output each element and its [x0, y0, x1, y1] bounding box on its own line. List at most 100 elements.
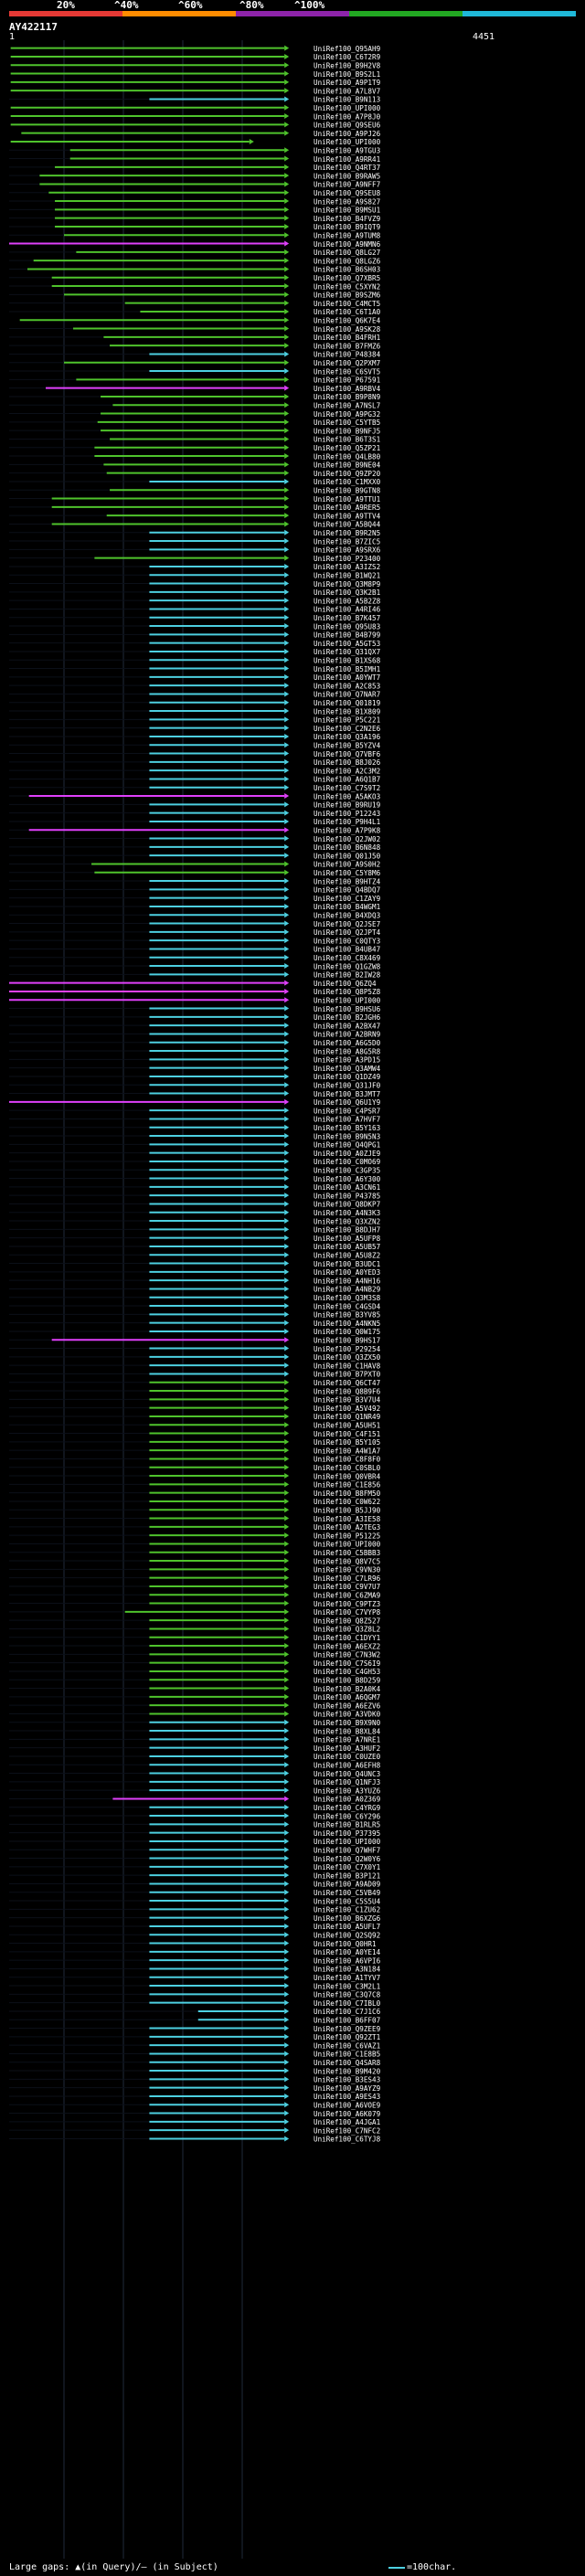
hit-row[interactable]: UniRef100_A4JGA1: [9, 2118, 381, 2126]
hit-id-label[interactable]: UniRef100_A6Q1B7: [314, 776, 380, 784]
hit-id-label[interactable]: UniRef100_B4B799: [314, 631, 381, 640]
hit-id-label[interactable]: UniRef100_A4JGA1: [314, 2118, 381, 2126]
hit-id-label[interactable]: UniRef100_A1TYV7: [314, 1974, 380, 1982]
hit-row[interactable]: UniRef100_Q31QX7: [9, 648, 380, 656]
hit-id-label[interactable]: UniRef100_Q3ZX50: [314, 1353, 381, 1362]
hit-row[interactable]: UniRef100_C7VYP8: [9, 1608, 381, 1617]
hit-row[interactable]: UniRef100_Q8Z527: [9, 1617, 380, 1625]
hit-row[interactable]: UniRef100_B9IQT9: [9, 223, 381, 231]
hit-id-label[interactable]: UniRef100_A9RBV4: [314, 385, 381, 393]
hit-row[interactable]: UniRef100_A9AD09: [9, 1881, 381, 1889]
hit-row[interactable]: UniRef100_B7K457: [9, 614, 380, 622]
hit-row[interactable]: UniRef100_C5XYN2: [9, 282, 380, 291]
hit-id-label[interactable]: UniRef100_B7PXT0: [314, 1371, 381, 1379]
hit-row[interactable]: UniRef100_C8X469: [9, 954, 381, 962]
hit-row[interactable]: UniRef100_A5UFP8: [9, 1235, 381, 1243]
hit-row[interactable]: UniRef100_B9RAW5: [9, 172, 380, 180]
hit-id-label[interactable]: UniRef100_Q4QPG1: [314, 1141, 381, 1150]
hit-row[interactable]: UniRef100_C5BBB3: [9, 1549, 380, 1557]
hit-id-label[interactable]: UniRef100_Q2JPT4: [314, 928, 381, 937]
hit-id-label[interactable]: UniRef100_Q2W0Y6: [314, 1855, 381, 1863]
hit-id-label[interactable]: UniRef100_Q4RT37: [314, 164, 380, 172]
hit-id-label[interactable]: UniRef100_B9NE04: [314, 461, 381, 470]
hit-row[interactable]: UniRef100_A3HUF2: [9, 1744, 380, 1753]
hit-id-label[interactable]: UniRef100_P23400: [314, 555, 381, 563]
hit-row[interactable]: UniRef100_A3CN61: [9, 1183, 381, 1192]
hit-row[interactable]: UniRef100_A9NMN6: [9, 240, 381, 249]
hit-row[interactable]: UniRef100_P51225: [9, 1532, 380, 1540]
hit-row[interactable]: UniRef100_C7N3W2: [9, 1651, 380, 1659]
hit-row[interactable]: UniRef100_Q9SEU8: [9, 189, 381, 197]
hit-row[interactable]: UniRef100_A0ZJE9: [9, 1150, 381, 1158]
hit-id-label[interactable]: UniRef100_C0SBL0: [314, 1464, 381, 1472]
hit-id-label[interactable]: UniRef100_C1MXX0: [314, 478, 381, 486]
hit-row[interactable]: UniRef100_Q3A196: [9, 733, 381, 741]
hit-row[interactable]: UniRef100_UPI000: [10, 104, 381, 112]
hit-row[interactable]: UniRef100_A5BQ44: [9, 521, 381, 529]
hit-id-label[interactable]: UniRef100_A9TTV4: [314, 512, 381, 520]
hit-row[interactable]: UniRef100_P43785: [9, 1192, 380, 1200]
hit-row[interactable]: UniRef100_UPI000: [10, 138, 381, 146]
hit-row[interactable]: UniRef100_A3YUZ6: [9, 1786, 381, 1795]
hit-row[interactable]: UniRef100_A8G5R8: [9, 1047, 381, 1055]
hit-row[interactable]: UniRef100_A6EXZ2: [9, 1642, 380, 1650]
hit-id-label[interactable]: UniRef100_C1E8B5: [314, 2051, 380, 2059]
hit-id-label[interactable]: UniRef100_Q3XZN2: [314, 1217, 380, 1225]
hit-id-label[interactable]: UniRef100_A9TTU1: [314, 495, 381, 504]
hit-id-label[interactable]: UniRef100_B9S2L1: [314, 70, 381, 79]
hit-id-label[interactable]: UniRef100_A4N3K3: [314, 1209, 380, 1217]
hit-id-label[interactable]: UniRef100_A6QGM7: [314, 1693, 380, 1701]
hit-row[interactable]: UniRef100_B3JMT7: [9, 1090, 380, 1098]
hit-row[interactable]: UniRef100_A9P1T9: [10, 79, 381, 87]
hit-row[interactable]: UniRef100_Q0HR1: [9, 1940, 377, 1948]
hit-row[interactable]: UniRef100_B8D259: [9, 1676, 381, 1684]
hit-row[interactable]: UniRef100_Q6CT47: [9, 1379, 380, 1387]
hit-row[interactable]: UniRef100_A9AYZ9: [9, 2084, 381, 2093]
hit-id-label[interactable]: UniRef100_A6EXZ2: [314, 1642, 380, 1650]
hit-id-label[interactable]: UniRef100_Q8P5Z8: [314, 988, 381, 996]
hit-id-label[interactable]: UniRef100_C1DYY1: [314, 1634, 381, 1642]
hit-row[interactable]: UniRef100_B8FM50: [9, 1489, 381, 1498]
hit-row[interactable]: UniRef100_UPI000: [9, 996, 381, 1004]
hit-row[interactable]: UniRef100_B9N5N3: [9, 1132, 380, 1140]
hit-row[interactable]: UniRef100_Q3ZX50: [9, 1353, 381, 1362]
hit-row[interactable]: UniRef100_A9SRX6: [9, 546, 381, 555]
hit-id-label[interactable]: UniRef100_Q92ZT1: [314, 2033, 381, 2041]
hit-id-label[interactable]: UniRef100_A7NSL7: [314, 401, 380, 409]
hit-row[interactable]: UniRef100_C1ZAY9: [9, 895, 381, 903]
hit-row[interactable]: UniRef100_Q7XBR5: [9, 274, 380, 282]
hit-row[interactable]: UniRef100_C5YTB5: [9, 419, 380, 427]
hit-id-label[interactable]: UniRef100_Q1GZW8: [314, 962, 381, 970]
hit-row[interactable]: UniRef100_C9VN30: [9, 1566, 381, 1574]
hit-row[interactable]: UniRef100_P5C221: [9, 716, 381, 725]
hit-row[interactable]: UniRef100_A2BRN9: [9, 1031, 381, 1039]
hit-id-label[interactable]: UniRef100_B2IW28: [314, 971, 381, 980]
hit-row[interactable]: UniRef100_B6XZG6: [9, 1914, 381, 1923]
hit-id-label[interactable]: UniRef100_C7NFC2: [314, 2126, 380, 2135]
hit-id-label[interactable]: UniRef100_Q2JSE7: [314, 920, 380, 928]
hit-row[interactable]: UniRef100_B2JGH6: [9, 1013, 381, 1022]
hit-id-label[interactable]: UniRef100_B5JJ90: [314, 1506, 381, 1514]
hit-row[interactable]: UniRef100_A4N3K3: [9, 1209, 380, 1217]
hit-id-label[interactable]: UniRef100_Q4LB80: [314, 452, 381, 461]
hit-row[interactable]: UniRef100_Q0VBR4: [9, 1472, 381, 1480]
hit-id-label[interactable]: UniRef100_A3CN61: [314, 1183, 381, 1192]
hit-row[interactable]: UniRef100_A3VDK0: [9, 1711, 381, 1719]
hit-id-label[interactable]: UniRef100_Q7VBF6: [314, 750, 381, 758]
hit-row[interactable]: UniRef100_A5UB57: [9, 1243, 380, 1251]
hit-row[interactable]: UniRef100_A9S0H2: [9, 861, 380, 869]
hit-row[interactable]: UniRef100_B5Y105: [9, 1438, 380, 1447]
hit-row[interactable]: UniRef100_Q6U1Y9: [9, 1098, 381, 1107]
hit-row[interactable]: UniRef100_A0YE14: [9, 1948, 381, 1956]
hit-row[interactable]: UniRef100_Q7NAR7: [9, 691, 380, 699]
hit-id-label[interactable]: UniRef100_C5BBB3: [314, 1549, 380, 1557]
hit-row[interactable]: UniRef100_C4PSR7: [9, 1107, 380, 1115]
hit-id-label[interactable]: UniRef100_A0YWT7: [314, 673, 380, 682]
hit-row[interactable]: UniRef100_A5UH51: [9, 1421, 381, 1429]
hit-row[interactable]: UniRef100_B9H2V8: [10, 61, 381, 69]
hit-id-label[interactable]: UniRef100_A5UB57: [314, 1243, 380, 1251]
hit-id-label[interactable]: UniRef100_Q4UNC3: [314, 1770, 380, 1778]
hit-id-label[interactable]: UniRef100_C6TYJ8: [314, 2136, 381, 2144]
hit-row[interactable]: UniRef100_B9HTZ4: [9, 877, 381, 885]
hit-row[interactable]: UniRef100_C5S5U4: [9, 1897, 381, 1905]
